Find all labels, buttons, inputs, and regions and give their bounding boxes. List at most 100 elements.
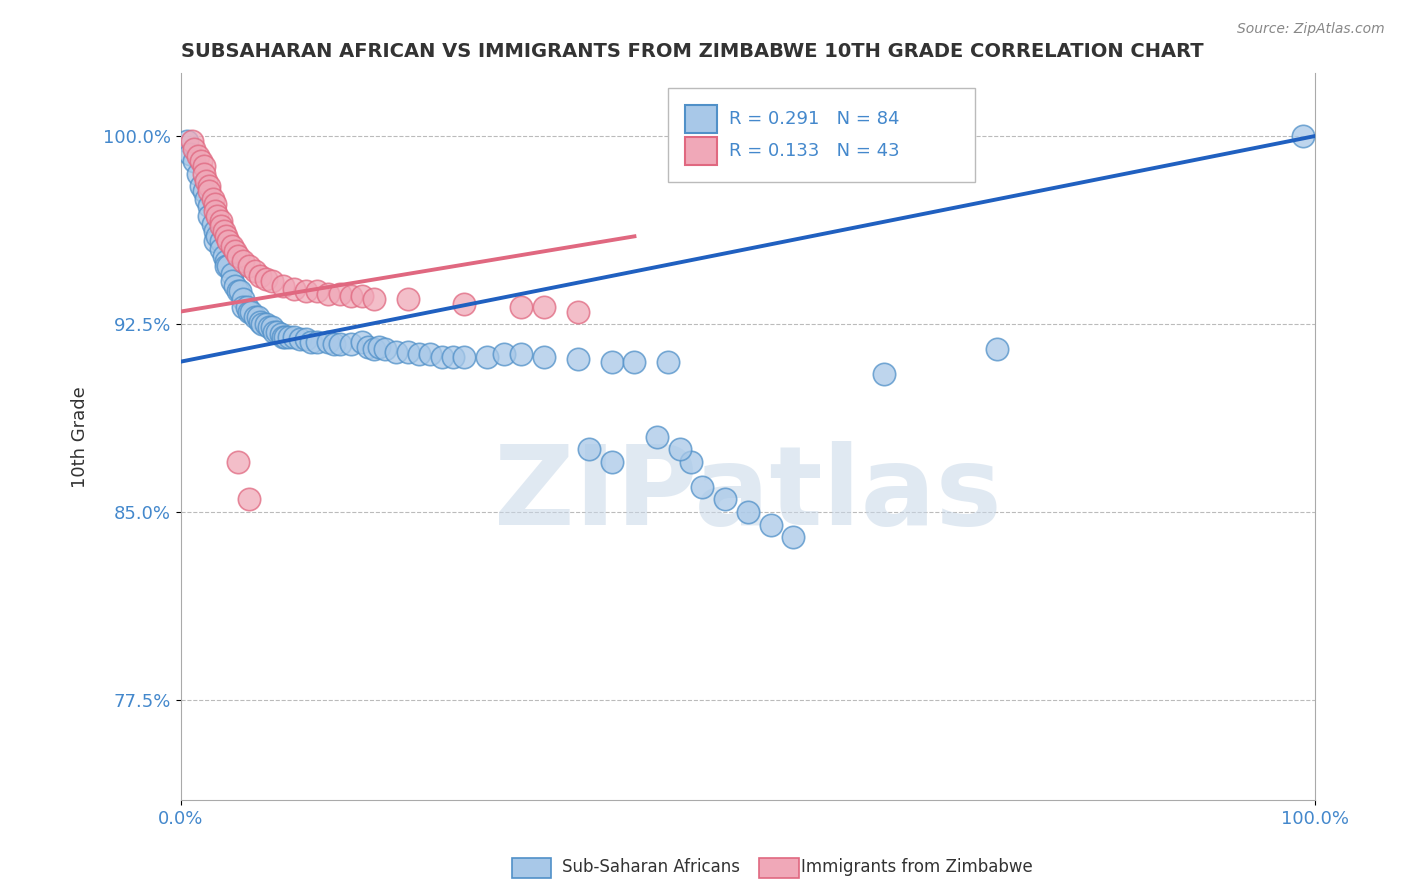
Point: [600, 455, 623, 469]
Point: [238, 492, 260, 507]
Point: [357, 340, 380, 354]
Point: [533, 300, 555, 314]
Text: Immigrants from Zimbabwe: Immigrants from Zimbabwe: [801, 858, 1033, 876]
Point: [316, 287, 339, 301]
Point: [224, 279, 246, 293]
Point: [271, 279, 294, 293]
Point: [368, 340, 391, 354]
Point: [246, 310, 269, 324]
Point: [578, 442, 600, 457]
Point: [510, 300, 533, 314]
Text: Source: ZipAtlas.com: Source: ZipAtlas.com: [1237, 22, 1385, 37]
Point: [243, 264, 266, 278]
Point: [441, 350, 464, 364]
Point: [240, 304, 263, 318]
Point: [224, 244, 246, 259]
Point: [737, 805, 759, 820]
Point: [232, 300, 254, 314]
Point: [714, 492, 737, 507]
Point: [221, 275, 243, 289]
Point: [235, 300, 257, 314]
Point: [385, 344, 408, 359]
Point: [283, 282, 305, 296]
Bar: [512, 858, 551, 878]
Point: [363, 292, 385, 306]
Text: R = 0.291   N = 84: R = 0.291 N = 84: [728, 111, 898, 128]
Point: [1292, 129, 1315, 144]
Point: [352, 289, 374, 303]
Point: [533, 350, 555, 364]
Point: [475, 350, 498, 364]
Point: [243, 310, 266, 324]
Text: ZIPatlas: ZIPatlas: [494, 442, 1001, 549]
Point: [205, 229, 228, 244]
Point: [294, 285, 316, 299]
Point: [340, 289, 363, 303]
Point: [190, 154, 212, 169]
Point: [277, 329, 299, 343]
Point: [408, 347, 430, 361]
Point: [229, 285, 252, 299]
Point: [567, 352, 589, 367]
Point: [183, 154, 205, 169]
Point: [260, 319, 283, 334]
Point: [363, 342, 385, 356]
Text: SUBSAHARAN AFRICAN VS IMMIGRANTS FROM ZIMBABWE 10TH GRADE CORRELATION CHART: SUBSAHARAN AFRICAN VS IMMIGRANTS FROM ZI…: [181, 42, 1204, 61]
Point: [176, 134, 198, 148]
Point: [453, 350, 475, 364]
Point: [305, 285, 328, 299]
Point: [270, 327, 292, 342]
Point: [215, 260, 238, 274]
Point: [181, 134, 204, 148]
Point: [238, 260, 260, 274]
Point: [183, 142, 205, 156]
Point: [204, 235, 226, 249]
Point: [283, 329, 305, 343]
Point: [226, 249, 249, 263]
Point: [288, 332, 311, 346]
Point: [238, 304, 260, 318]
Point: [209, 235, 232, 249]
Point: [681, 455, 703, 469]
Text: Sub-Saharan Africans: Sub-Saharan Africans: [562, 858, 741, 876]
Point: [249, 269, 271, 284]
Point: [198, 184, 221, 198]
Point: [215, 254, 238, 268]
Point: [212, 249, 235, 263]
Point: [221, 267, 243, 281]
Point: [782, 530, 804, 544]
Point: [986, 342, 1008, 356]
Point: [194, 192, 217, 206]
Point: [759, 517, 782, 532]
Point: [329, 337, 352, 351]
Point: [205, 209, 228, 223]
Point: [419, 347, 441, 361]
Point: [179, 146, 201, 161]
Point: [232, 292, 254, 306]
Point: [430, 350, 453, 364]
Point: [254, 317, 277, 331]
Point: [198, 199, 221, 213]
FancyBboxPatch shape: [668, 88, 974, 183]
Point: [260, 275, 283, 289]
Point: [329, 287, 352, 301]
Point: [218, 260, 240, 274]
Point: [198, 179, 221, 194]
Point: [657, 354, 679, 368]
Point: [259, 319, 281, 334]
Point: [600, 354, 623, 368]
Point: [193, 184, 215, 198]
Point: [209, 242, 232, 256]
Point: [299, 334, 322, 349]
Point: [209, 219, 232, 234]
Point: [263, 325, 285, 339]
Point: [567, 304, 589, 318]
Point: [212, 224, 235, 238]
Point: [221, 239, 243, 253]
Point: [274, 329, 297, 343]
Point: [668, 442, 690, 457]
Point: [492, 347, 515, 361]
Point: [201, 192, 224, 206]
Point: [215, 229, 238, 244]
Point: [374, 342, 396, 356]
